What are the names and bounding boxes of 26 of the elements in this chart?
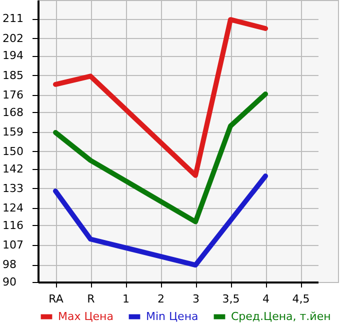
legend-label: Max Цена xyxy=(58,310,114,323)
y-tick-label: 211 xyxy=(2,12,24,26)
x-tick-label: RA xyxy=(48,292,64,306)
y-tick-label: 133 xyxy=(2,182,24,195)
y-tick-label: 90 xyxy=(2,276,16,288)
y-tick-label: 142 xyxy=(2,162,24,176)
y-tick-label: 176 xyxy=(2,88,24,102)
y-tick-label: 107 xyxy=(2,238,24,252)
legend-label: Min Цена xyxy=(146,310,198,323)
y-tick-label: 150 xyxy=(2,144,24,158)
y-tick-label: 98 xyxy=(2,258,16,272)
x-tick-label: 4,5 xyxy=(292,292,310,306)
y-tick-label: 185 xyxy=(2,68,24,82)
y-tick-label: 168 xyxy=(2,106,24,119)
y-tick-label: 159 xyxy=(2,125,24,138)
x-tick-label: 3 xyxy=(192,292,200,306)
y-tick-label: 124 xyxy=(2,202,24,215)
y-tick-label: 116 xyxy=(2,218,24,232)
x-tick-label: 2 xyxy=(158,292,164,306)
x-tick-label: R xyxy=(87,292,96,306)
x-tick-label: 4 xyxy=(262,292,270,306)
x-tick-label: 1 xyxy=(122,292,130,306)
y-tick-label: 202 xyxy=(2,32,24,45)
legend-label: Сред.Цена, т.йен xyxy=(231,310,331,323)
x-tick-label: 3,5 xyxy=(222,292,240,306)
y-tick-label: 194 xyxy=(2,49,24,62)
